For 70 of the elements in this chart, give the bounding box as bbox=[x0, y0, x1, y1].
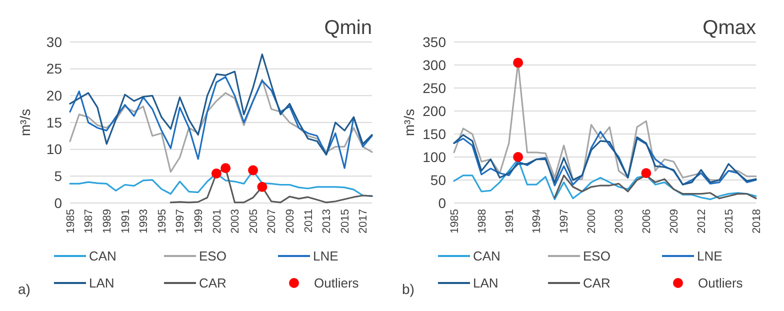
point bbox=[248, 165, 258, 176]
x-tick-label: 2011 bbox=[302, 209, 315, 233]
y-tick-label: 15 bbox=[46, 114, 62, 130]
chart-title: Qmin bbox=[324, 17, 372, 39]
x-tick-label: 1988 bbox=[476, 209, 488, 234]
x-tick-label: 1999 bbox=[192, 209, 205, 234]
x-tick-label: 2006 bbox=[641, 209, 654, 234]
legend-label: CAN bbox=[89, 248, 116, 264]
line-series bbox=[69, 54, 373, 156]
x-tick-label: 1994 bbox=[531, 209, 544, 234]
y-tick-label: 300 bbox=[422, 56, 446, 73]
point bbox=[513, 152, 524, 162]
x-tick-label: 1989 bbox=[101, 209, 114, 234]
point bbox=[211, 168, 222, 178]
x-tick-label: 2009 bbox=[284, 209, 296, 234]
legend-label: LNE bbox=[313, 248, 339, 264]
y-tick-label: 25 bbox=[46, 60, 62, 77]
x-tick-label: 2013 bbox=[321, 209, 334, 234]
legend-label: CAR bbox=[199, 276, 226, 291]
x-tick-label: 2015 bbox=[339, 209, 352, 234]
legend-label: ESO bbox=[583, 248, 610, 264]
legend-label: LAN bbox=[89, 276, 114, 291]
x-tick-label: 1985 bbox=[64, 209, 77, 234]
x-tick-label: 1987 bbox=[83, 209, 96, 234]
x-tick-label: 2015 bbox=[723, 209, 736, 234]
x-tick-label: 1991 bbox=[120, 209, 132, 234]
y-tick-label: 350 bbox=[422, 34, 446, 50]
text: b) bbox=[402, 281, 414, 297]
y-tick-label: 200 bbox=[422, 102, 446, 119]
legend-label: LNE bbox=[697, 248, 723, 264]
x-tick-label: 2005 bbox=[248, 209, 260, 234]
y-axis-title: m³/s bbox=[401, 108, 417, 136]
x-tick-label: 2000 bbox=[586, 209, 598, 234]
x-tick-label: 2017 bbox=[358, 209, 370, 234]
legend-label: Outliers bbox=[698, 276, 744, 291]
x-tick-label: 2018 bbox=[750, 209, 763, 234]
x-tick-label: 1985 bbox=[448, 209, 461, 234]
y-axis-title: m³/s bbox=[17, 108, 33, 136]
y-tick-label: 0 bbox=[438, 194, 446, 211]
point bbox=[257, 182, 268, 192]
x-tick-label: 1991 bbox=[504, 209, 516, 234]
point bbox=[641, 168, 652, 178]
x-tick-label: 1995 bbox=[156, 209, 168, 234]
legend-label: LAN bbox=[473, 276, 498, 291]
x-tick-label: 2009 bbox=[668, 209, 680, 234]
legend-label: CAN bbox=[473, 248, 500, 264]
point bbox=[513, 58, 524, 68]
legend-label: CAR bbox=[583, 276, 610, 291]
y-tick-label: 10 bbox=[46, 141, 62, 158]
y-tick-label: 20 bbox=[46, 88, 62, 104]
text: a) bbox=[18, 281, 30, 297]
y-tick-label: 0 bbox=[54, 194, 62, 211]
x-tick-label: 1993 bbox=[138, 209, 150, 234]
y-tick-label: 5 bbox=[54, 168, 62, 184]
x-tick-label: 2001 bbox=[211, 209, 224, 234]
x-tick-label: 2007 bbox=[266, 209, 278, 234]
legend-label: ESO bbox=[199, 248, 226, 264]
y-tick-label: 30 bbox=[46, 34, 62, 50]
y-tick-label: 50 bbox=[430, 172, 446, 188]
legend-label: Outliers bbox=[314, 276, 360, 291]
x-tick-label: 2012 bbox=[696, 209, 708, 234]
point bbox=[220, 163, 231, 174]
x-tick-label: 2003 bbox=[230, 209, 242, 234]
y-tick-label: 250 bbox=[422, 80, 446, 96]
x-tick-label: 2003 bbox=[614, 209, 626, 234]
chart-title: Qmax bbox=[702, 17, 756, 39]
x-tick-label: 1997 bbox=[558, 209, 571, 234]
x-tick-label: 1997 bbox=[174, 209, 187, 234]
y-tick-label: 100 bbox=[422, 148, 446, 165]
y-tick-label: 150 bbox=[422, 126, 446, 142]
